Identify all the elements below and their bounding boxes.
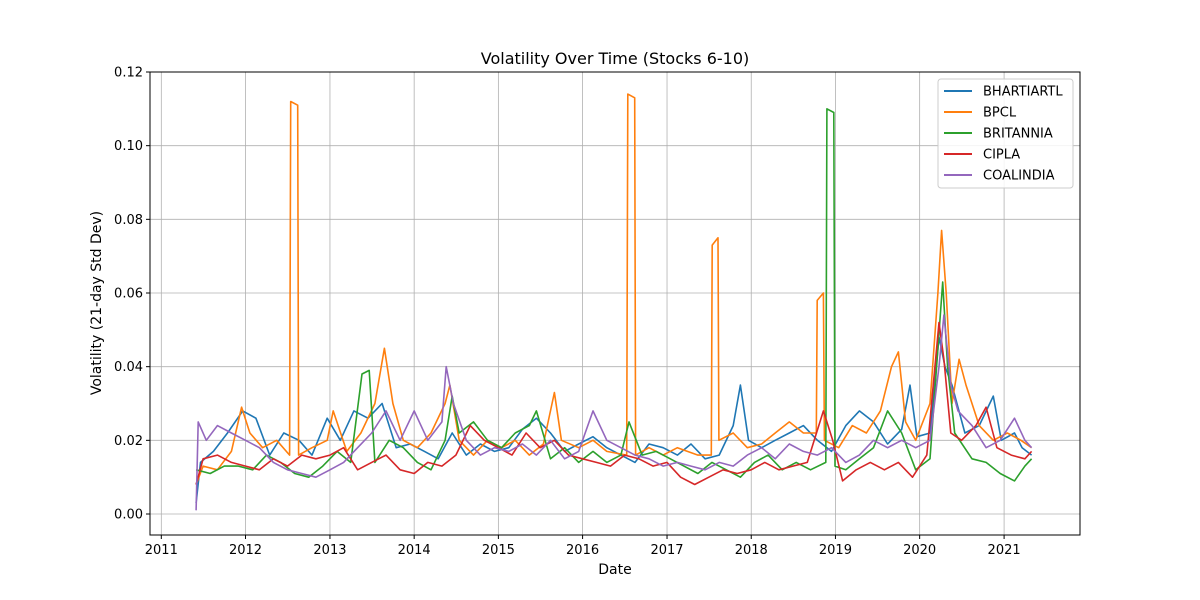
y-tick-label: 0.08	[114, 213, 143, 228]
series-line-britannia	[195, 108, 1033, 482]
plot-frame	[149, 71, 1081, 536]
x-axis-ticks: 2011 2012 2013 2014 2015 2016 2017 2018 2019 2020…	[145, 535, 1021, 558]
y-tick-label: 0.12	[114, 66, 143, 81]
legend-label: BPCL	[983, 106, 1017, 121]
x-tick-label: 2015	[482, 543, 515, 558]
y-tick-label: 0.00	[114, 508, 143, 523]
legend-label: BHARTIARTL	[983, 85, 1063, 100]
legend-label: BRITANNIA	[983, 127, 1053, 142]
series-lines	[195, 93, 1033, 511]
x-tick-label: 2019	[819, 543, 852, 558]
x-tick-label: 2021	[988, 543, 1021, 558]
series-line-coalindia	[195, 314, 1033, 511]
series-line-bpcl	[195, 93, 1033, 485]
y-axis-label: Volatility (21-day Std Dev)	[89, 211, 105, 395]
y-tick-label: 0.04	[114, 360, 143, 375]
legend-label: CIPLA	[983, 148, 1020, 163]
x-tick-label: 2014	[398, 543, 431, 558]
chart-title: Volatility Over Time (Stocks 6-10)	[481, 49, 750, 68]
legend: BHARTIARTL BPCL BRITANNIA CIPLA COALINDIA	[937, 78, 1074, 189]
series-line-cipla	[195, 321, 1033, 486]
legend-label: COALINDIA	[983, 169, 1055, 184]
x-tick-label: 2017	[650, 543, 683, 558]
y-tick-label: 0.02	[114, 434, 143, 449]
x-tick-label: 2018	[735, 543, 768, 558]
x-tick-label: 2013	[313, 543, 346, 558]
y-axis-ticks: 0.00 0.02 0.04 0.06 0.08 0.10 0.12	[114, 66, 150, 523]
x-tick-label: 2020	[903, 543, 936, 558]
x-axis-label: Date	[598, 562, 631, 578]
y-tick-label: 0.06	[114, 287, 143, 302]
x-tick-label: 2016	[566, 543, 599, 558]
y-tick-label: 0.10	[114, 139, 143, 154]
x-tick-label: 2011	[145, 543, 178, 558]
x-tick-label: 2012	[229, 543, 262, 558]
grid	[150, 71, 1080, 535]
legend-box	[937, 78, 1074, 189]
